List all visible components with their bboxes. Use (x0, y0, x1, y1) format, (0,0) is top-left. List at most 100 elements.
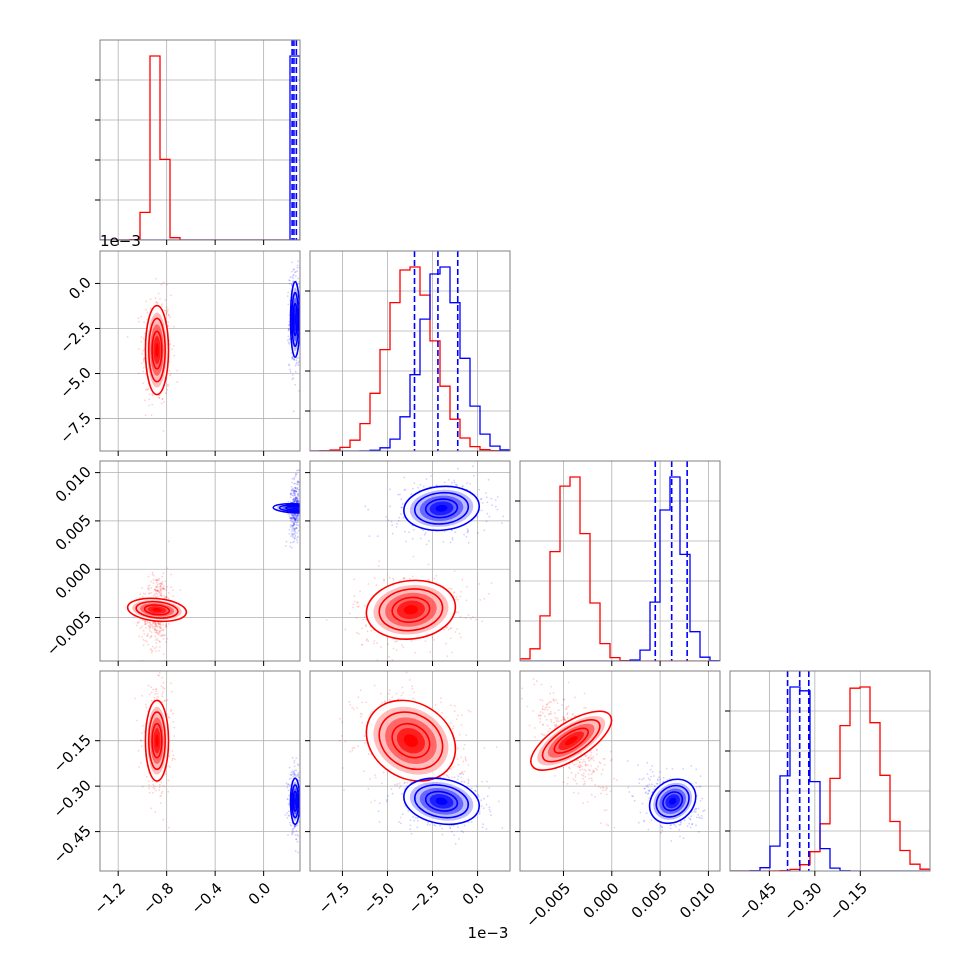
scatter-point (576, 782, 578, 785)
scatter-point (152, 627, 154, 629)
scatter-point (600, 792, 602, 795)
scatter-point (543, 734, 546, 737)
scatter-point (161, 587, 163, 589)
scatter-point (292, 501, 294, 504)
scatter-point (412, 529, 415, 531)
scatter-point (295, 838, 298, 840)
scatter-point (303, 287, 305, 289)
scatter-point (291, 770, 294, 772)
scatter-point (542, 708, 544, 711)
scatter-point (291, 833, 293, 836)
scatter-point (170, 709, 173, 711)
scatter-point (158, 630, 161, 632)
scatter-point (296, 498, 298, 501)
scatter-point (165, 311, 168, 314)
scatter-point (293, 500, 296, 503)
scatter-point (142, 337, 145, 340)
scatter-point (453, 592, 455, 594)
scatter-point (160, 402, 163, 405)
scatter-point (288, 778, 291, 781)
scatter-point (348, 700, 351, 703)
scatter-point (453, 776, 456, 779)
scatter-point (596, 748, 598, 751)
scatter-point (463, 744, 466, 746)
scatter-point (292, 495, 295, 497)
scatter-point (176, 381, 179, 383)
scatter-point (475, 785, 478, 788)
scatter-point (577, 764, 580, 767)
scatter-point (296, 498, 299, 500)
scatter-point (561, 704, 564, 706)
scatter-point (161, 397, 164, 400)
scatter-point (297, 516, 300, 519)
scatter-point (161, 305, 163, 307)
scatter-point (595, 753, 598, 756)
scatter-point (417, 820, 419, 822)
scatter-point (144, 620, 147, 623)
scatter-point (297, 493, 299, 496)
scatter-point (137, 749, 140, 752)
scatter-point (149, 648, 152, 650)
scatter-point (289, 541, 292, 544)
scatter-point (298, 529, 300, 532)
scatter-point (641, 778, 643, 781)
scatter-point (143, 633, 146, 635)
scatter-point (146, 633, 149, 635)
scatter-point (295, 518, 298, 521)
scatter-point (496, 496, 499, 498)
scatter-point (651, 765, 654, 767)
scatter-point (292, 280, 295, 283)
scatter-point (460, 756, 463, 759)
scatter-point (394, 640, 397, 643)
scatter-point (155, 690, 158, 693)
scatter-point (570, 771, 573, 774)
scatter-point (153, 787, 156, 790)
scatter-point (546, 708, 549, 711)
scatter-point (288, 279, 290, 281)
scatter-point (156, 579, 159, 582)
scatter-point (461, 485, 464, 487)
scatter-point (344, 740, 347, 743)
scatter-point (294, 499, 297, 502)
scatter-point (286, 816, 289, 819)
scatter-point (168, 716, 171, 719)
scatter-point (293, 498, 296, 501)
scatter-point (153, 696, 156, 699)
scatter-point (144, 703, 147, 706)
scatter-point (161, 303, 163, 306)
scatter-point (637, 764, 639, 767)
scatter-point (367, 753, 370, 756)
scatter-point (611, 758, 613, 760)
scatter-point (291, 514, 294, 517)
scatter-point (295, 500, 298, 502)
scatter-point (156, 589, 159, 592)
scatter-point (647, 777, 650, 780)
scatter-point (647, 792, 650, 795)
scatter-point (647, 786, 649, 788)
scatter-point (368, 535, 371, 538)
scatter-point (697, 807, 700, 810)
scatter-point (534, 727, 536, 729)
scatter-point (538, 715, 541, 718)
scatter-point (697, 831, 700, 833)
scatter-point (291, 520, 293, 523)
scatter-point (380, 646, 382, 648)
scatter-point (297, 277, 299, 280)
scatter-point (460, 776, 462, 779)
scatter-point (291, 378, 294, 381)
scatter-point (152, 688, 155, 691)
scatter-point (286, 339, 289, 341)
scatter-point (147, 587, 150, 590)
scatter-point (294, 486, 297, 489)
scatter-point (402, 516, 405, 519)
scatter-point (691, 823, 694, 825)
scatter-point (158, 590, 161, 593)
scatter-point (159, 634, 162, 637)
scatter-point (160, 685, 163, 688)
scatter-point (168, 360, 171, 363)
scatter-point (469, 710, 472, 713)
scatter-point (400, 498, 403, 501)
scatter-point (394, 783, 396, 786)
scatter-point (297, 483, 299, 486)
